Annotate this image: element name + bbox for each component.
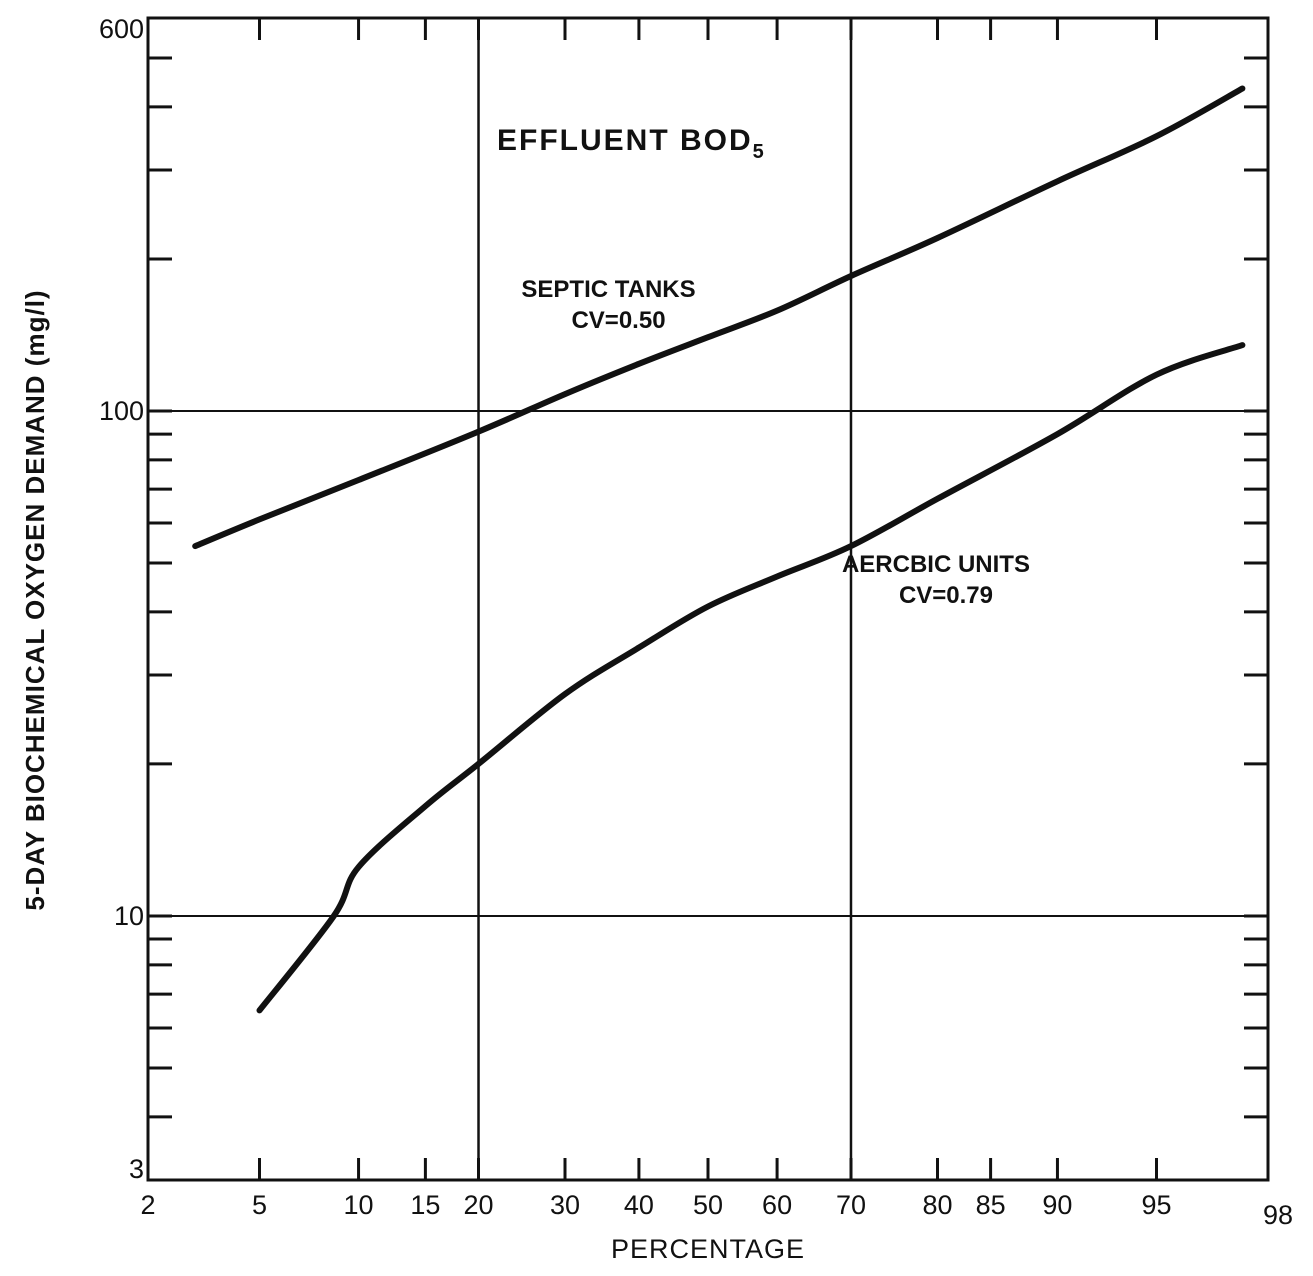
y-tick-labels: 3 10 100 600 (99, 14, 144, 1184)
chart-title-subscript: 5 (753, 141, 766, 163)
series-annotation-septic-tanks: CV=0.50 (571, 307, 665, 334)
chart-title: EFFLUENT BOD5 (497, 124, 766, 163)
series-label-aerobic-units: AERCBIC UNITS (842, 551, 1030, 578)
x-tick-label-50: 50 (693, 1190, 723, 1220)
x-tick-label-40: 40 (624, 1190, 654, 1220)
y-tick-label-600: 600 (99, 14, 144, 44)
x-tick-label-15: 15 (410, 1190, 440, 1220)
x-tick-label-85: 85 (976, 1190, 1006, 1220)
x-tick-label-70: 70 (836, 1190, 866, 1220)
x-tick-label-30: 30 (550, 1190, 580, 1220)
x-tick-labels: 2 5 10 15 20 30 40 50 60 70 80 85 90 95 98 (140, 1190, 1293, 1230)
x-tick-label-10: 10 (344, 1190, 374, 1220)
x-tick-label-20: 20 (463, 1190, 493, 1220)
x-tick-label-98: 98 (1263, 1200, 1293, 1230)
series-lines (192, 85, 1246, 1014)
x-tick-label-80: 80 (922, 1190, 952, 1220)
y-tick-label-3: 3 (129, 1154, 144, 1184)
grid-lines (148, 18, 1268, 1180)
x-tick-label-60: 60 (762, 1190, 792, 1220)
series-label-septic-tanks: SEPTIC TANKS (521, 276, 695, 303)
y-axis-title: 5-DAY BIOCHEMICAL OXYGEN DEMAND (mg/l) (20, 289, 50, 910)
x-tick-label-5: 5 (252, 1190, 267, 1220)
y-tick-label-100: 100 (99, 396, 144, 426)
series-line-septic-tanks (192, 85, 1246, 550)
plot-frame (146, 16, 1270, 1182)
x-axis-title: PERCENTAGE (611, 1234, 805, 1264)
minor-ticks (146, 16, 1270, 1182)
x-tick-label-95: 95 (1141, 1190, 1171, 1220)
x-tick-label-2: 2 (140, 1190, 155, 1220)
x-tick-label-90: 90 (1042, 1190, 1072, 1220)
series-annotation-aerobic-units: CV=0.79 (899, 582, 993, 609)
series-line-aerobic-units (256, 342, 1246, 1014)
y-tick-label-10: 10 (114, 901, 144, 931)
chart-title-main: EFFLUENT BOD (497, 124, 753, 157)
